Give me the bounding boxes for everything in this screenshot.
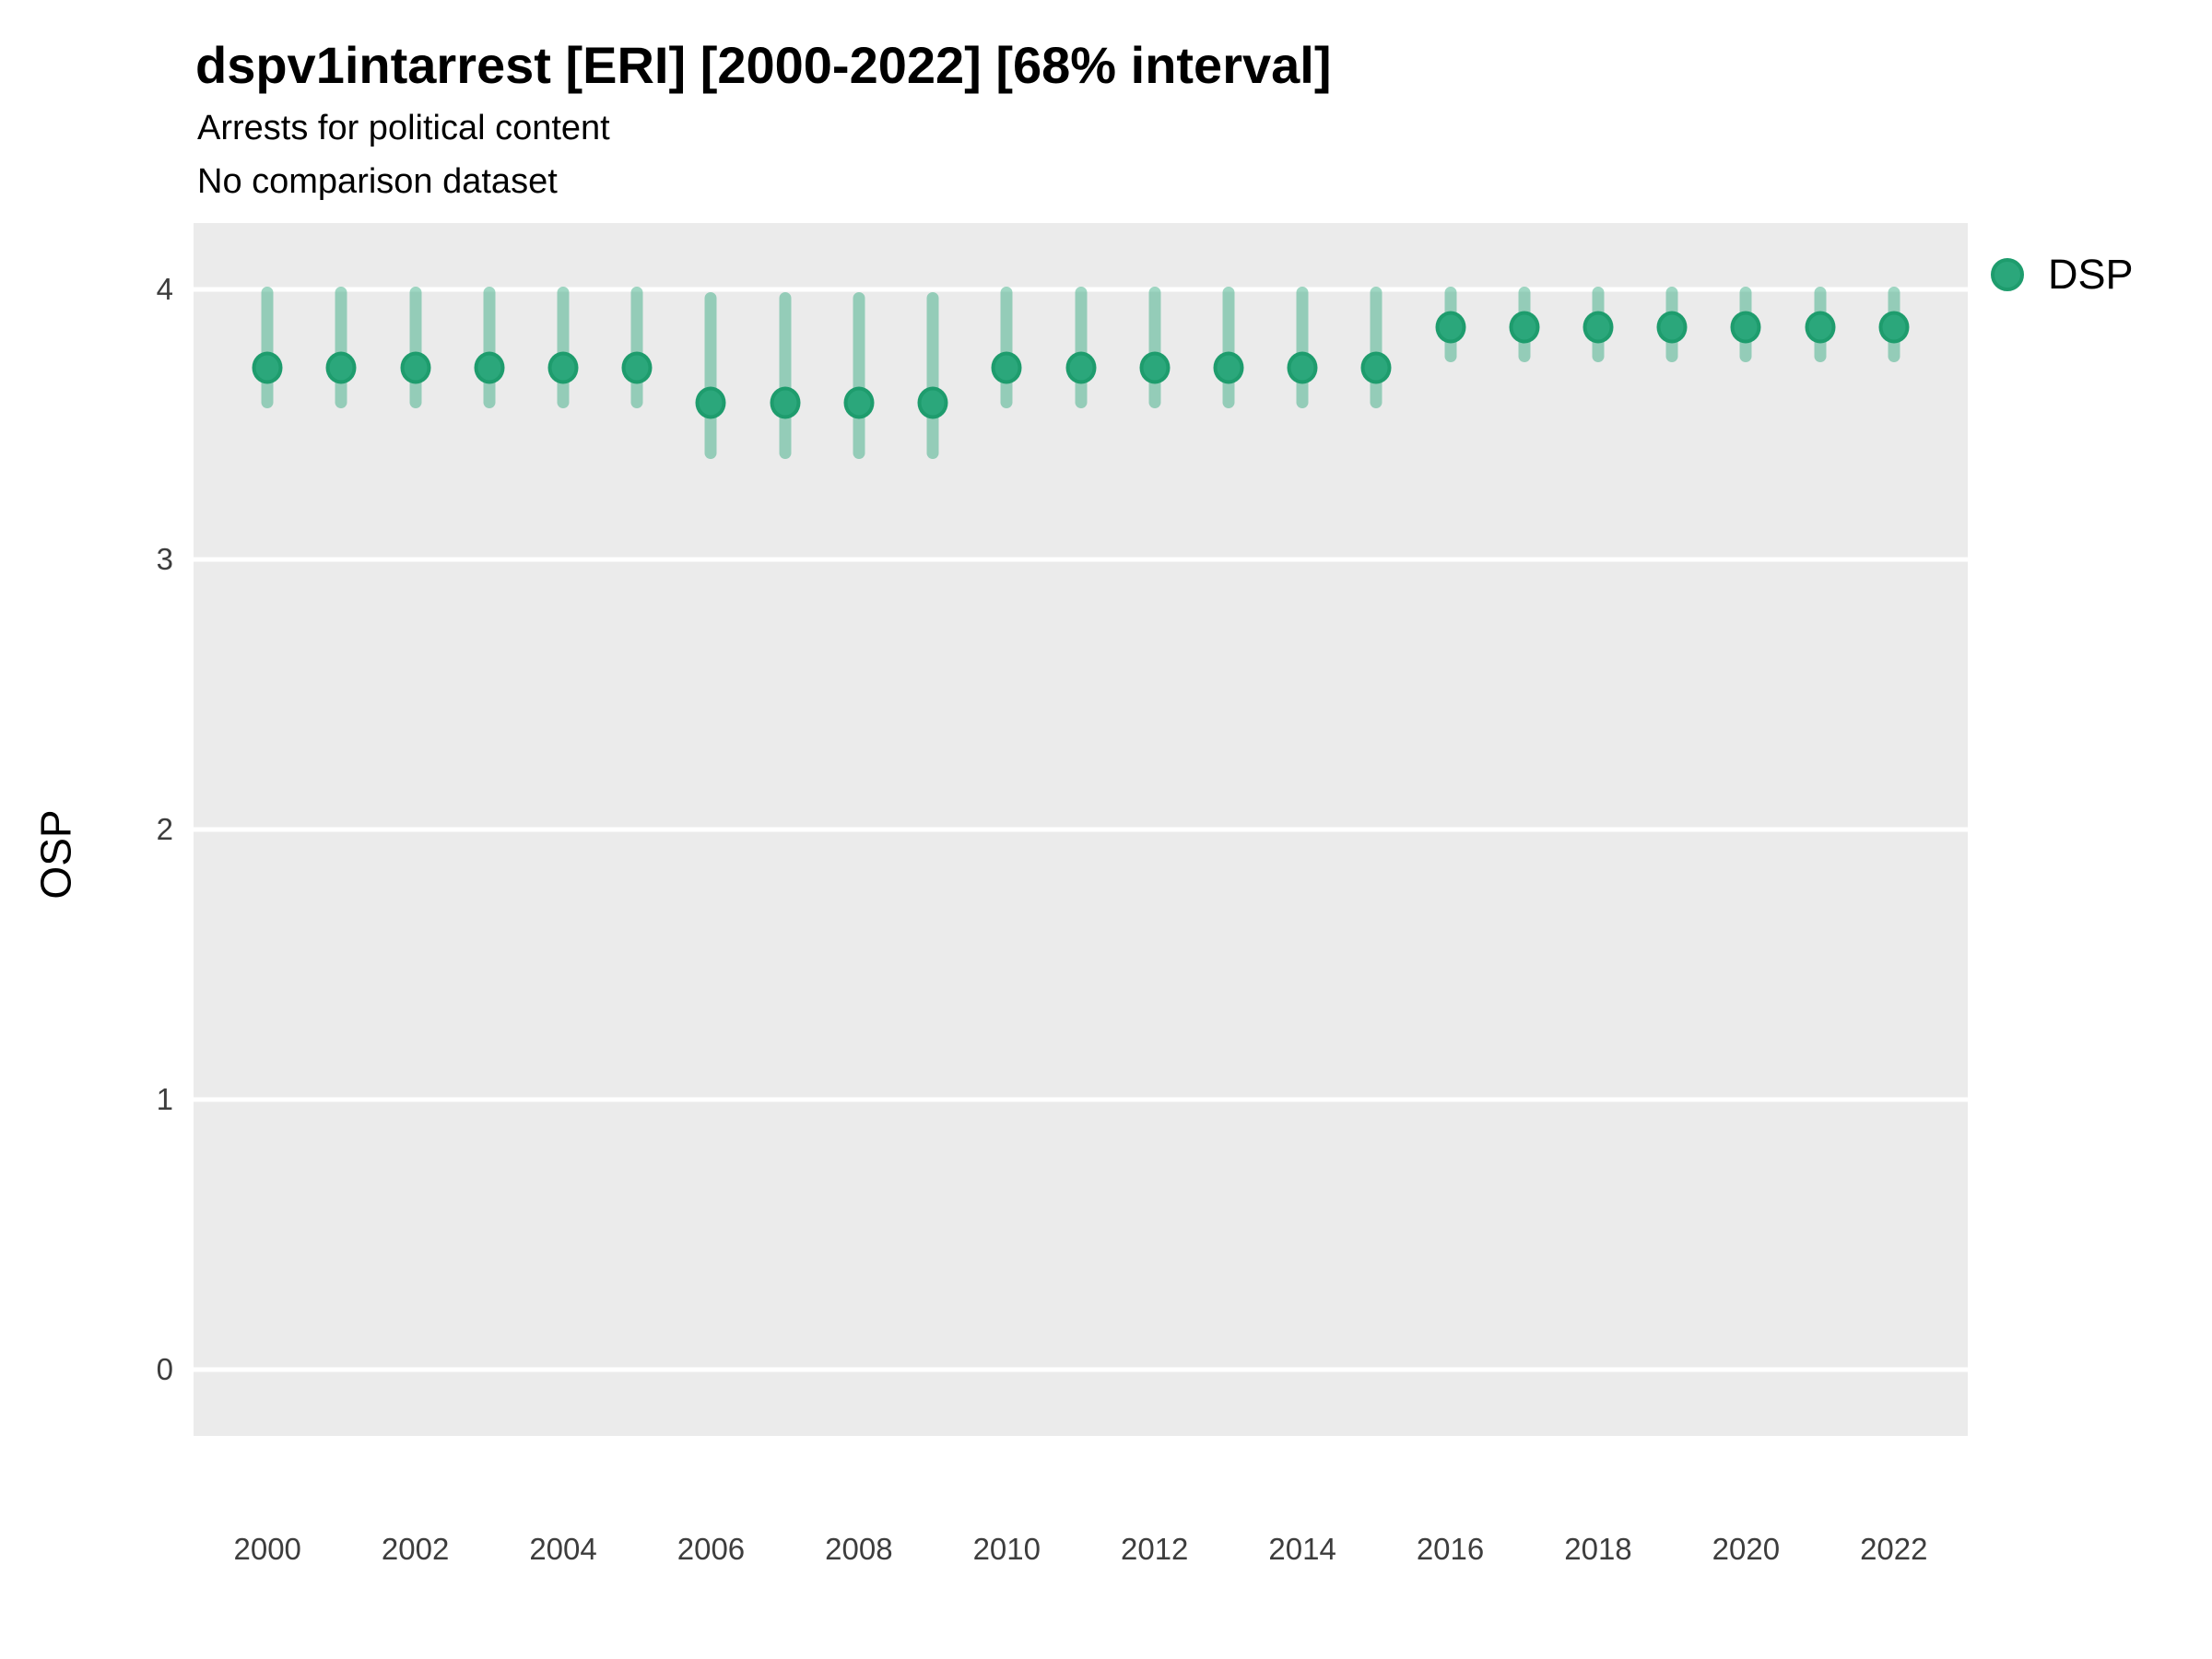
legend-marker-circle-icon [1991, 258, 2024, 291]
data-point-2013 [1213, 351, 1244, 384]
x-tick-label-2018: 2018 [1564, 1532, 1632, 1566]
x-tick-label-2014: 2014 [1268, 1532, 1336, 1566]
chart-subtitle-line2: No comparison dataset [197, 162, 558, 201]
data-point-2021 [1805, 311, 1836, 344]
x-tick-label-2022: 2022 [1860, 1532, 1928, 1566]
data-point-2008 [843, 386, 875, 419]
legend: DSP [1991, 251, 2134, 299]
interval-bar-2012 [1148, 286, 1161, 408]
x-tick-label-2000: 2000 [233, 1532, 301, 1566]
data-point-2003 [474, 351, 505, 384]
gridline-y-2 [194, 827, 1968, 832]
chart-title: dspv1intarrest [ERI] [2000-2022] [68% in… [195, 36, 1332, 94]
y-tick-label-3: 3 [156, 541, 173, 576]
interval-bar-2007 [779, 291, 792, 460]
data-point-2007 [770, 386, 801, 419]
data-point-2001 [325, 351, 357, 384]
interval-bar-2005 [630, 286, 643, 408]
interval-bar-2000 [261, 286, 274, 408]
plot-panel [194, 223, 1968, 1436]
data-point-2002 [400, 351, 431, 384]
interval-bar-2013 [1222, 286, 1235, 408]
gridline-y-1 [194, 1097, 1968, 1102]
data-point-2017 [1509, 311, 1540, 344]
data-point-2018 [1583, 311, 1614, 344]
interval-bar-2008 [853, 291, 865, 460]
y-tick-label-4: 4 [156, 271, 173, 306]
interval-bar-2006 [704, 291, 717, 460]
interval-bar-2003 [483, 286, 496, 408]
y-tick-label-2: 2 [156, 812, 173, 846]
interval-bar-2011 [1075, 286, 1087, 408]
interval-bar-2014 [1296, 286, 1309, 408]
data-point-2014 [1287, 351, 1318, 384]
data-point-2022 [1878, 311, 1910, 344]
data-point-2005 [621, 351, 653, 384]
x-tick-label-2006: 2006 [677, 1532, 746, 1566]
x-tick-label-2016: 2016 [1416, 1532, 1485, 1566]
data-point-2011 [1065, 351, 1096, 384]
data-point-2016 [1435, 311, 1466, 344]
data-point-2004 [547, 351, 579, 384]
x-tick-label-2020: 2020 [1712, 1532, 1781, 1566]
x-tick-label-2004: 2004 [529, 1532, 597, 1566]
data-point-2010 [991, 351, 1022, 384]
gridline-y-3 [194, 557, 1968, 562]
interval-bar-2002 [409, 286, 422, 408]
data-point-2019 [1656, 311, 1688, 344]
interval-bar-2010 [1000, 286, 1013, 408]
data-point-2015 [1360, 351, 1392, 384]
x-tick-label-2002: 2002 [381, 1532, 450, 1566]
data-point-2009 [917, 386, 948, 419]
interval-bar-2015 [1370, 286, 1382, 408]
interval-bar-2004 [557, 286, 570, 408]
x-tick-label-2008: 2008 [825, 1532, 893, 1566]
x-tick-label-2010: 2010 [972, 1532, 1041, 1566]
data-point-2006 [695, 386, 726, 419]
interval-bar-2009 [926, 291, 939, 460]
y-tick-label-1: 1 [156, 1082, 173, 1117]
legend-label: DSP [2048, 251, 2134, 298]
data-point-2000 [252, 351, 283, 384]
y-tick-label-0: 0 [156, 1352, 173, 1387]
gridline-y-4 [194, 287, 1968, 292]
x-tick-label-2012: 2012 [1120, 1532, 1189, 1566]
data-point-2012 [1139, 351, 1171, 384]
chart-subtitle-line1: Arrests for political content [197, 109, 610, 147]
gridline-y-0 [194, 1367, 1968, 1372]
interval-bar-2001 [335, 286, 347, 408]
data-point-2020 [1730, 311, 1761, 344]
